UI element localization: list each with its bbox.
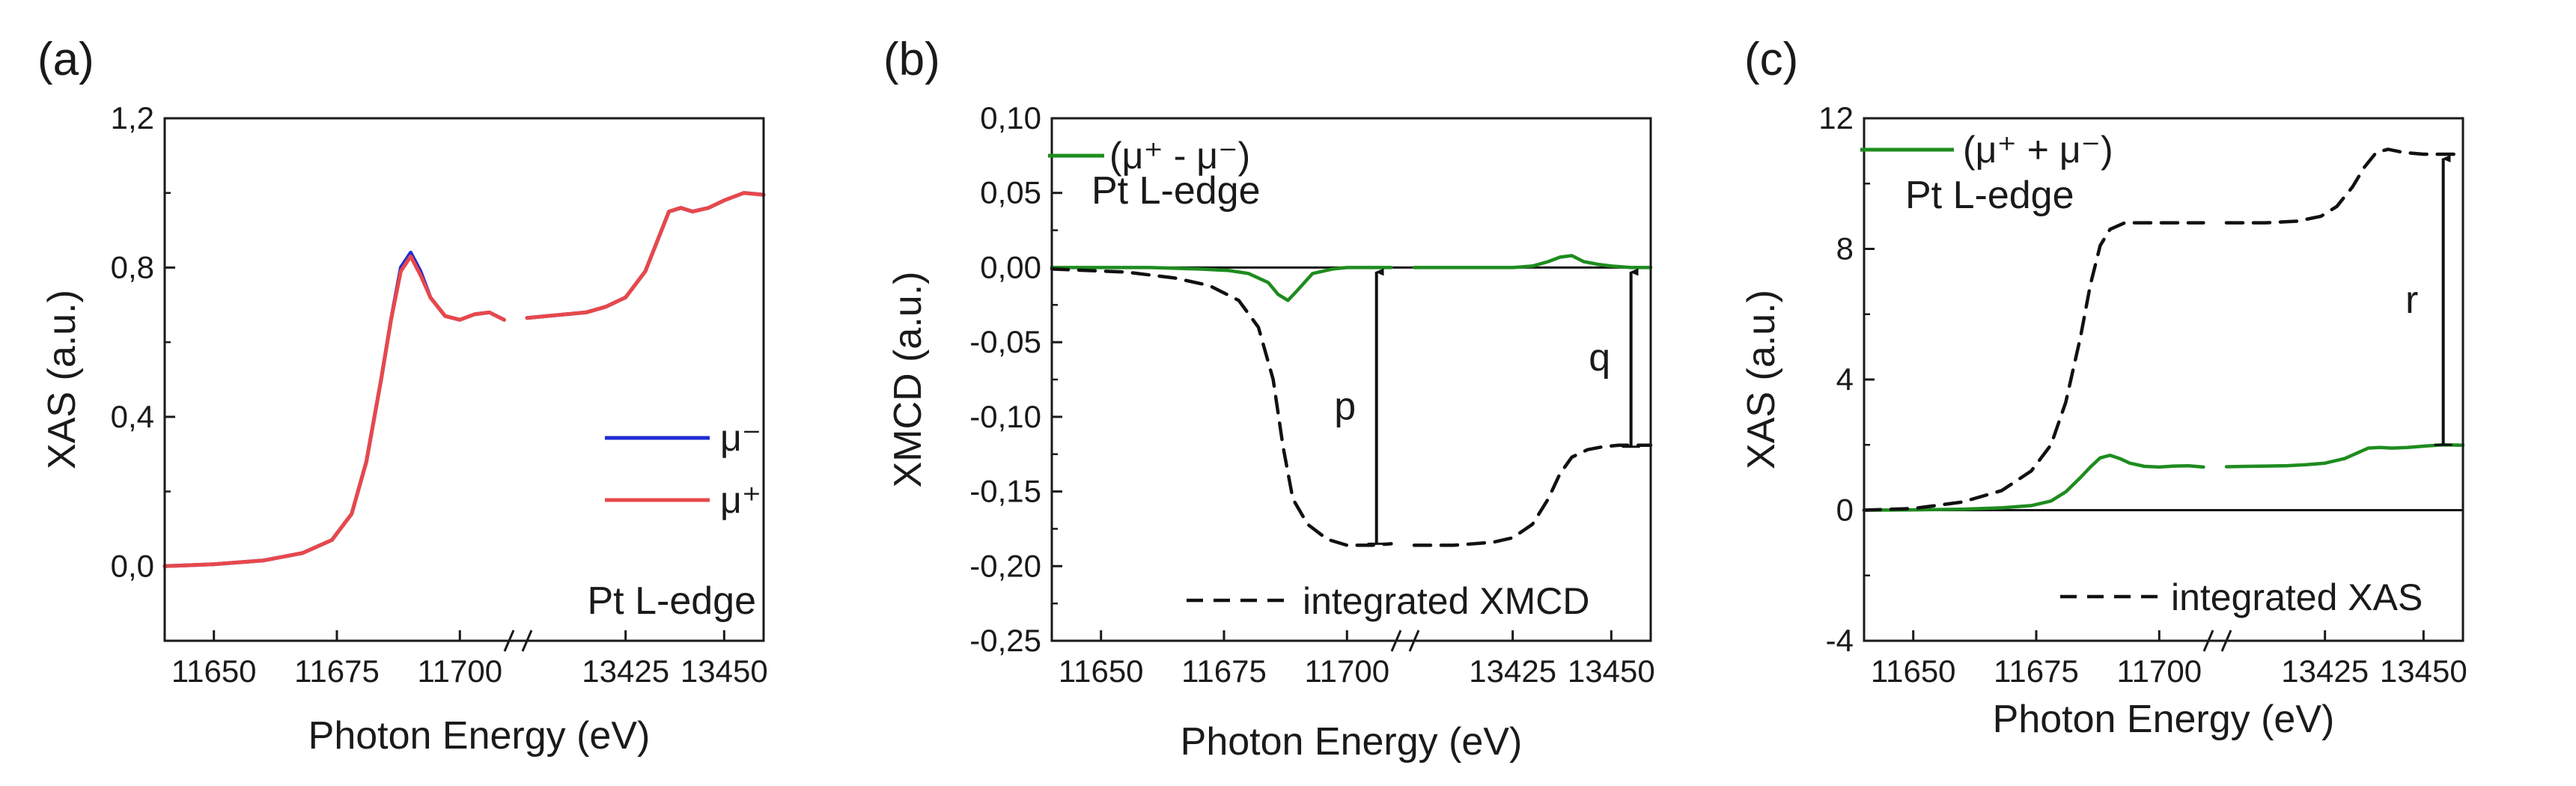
y-tick-label: -0,10	[969, 399, 1041, 434]
panel-a-x-axis-label: Photon Energy (eV)	[308, 714, 651, 758]
y-tick-label: 4	[1836, 362, 1854, 397]
x-tick-label: 11700	[2116, 654, 2202, 689]
panel-b-plot-area	[1050, 254, 1653, 547]
series-line-0-segment1	[1862, 453, 2205, 512]
x-tick-label: 11675	[1181, 654, 1267, 689]
panel-b-x-axis-label: Photon Energy (eV)	[1181, 720, 1523, 764]
panel-c-y-axis-label: XAS (a.u.)	[1740, 290, 1783, 469]
panel-a-frame	[163, 117, 765, 642]
legend-label-mu-minus: μ⁻	[720, 417, 761, 459]
series-line-1-segment1	[1862, 221, 2205, 512]
panel-b-y-axis-label: XMCD (a.u.)	[886, 272, 930, 488]
x-tick-label: 13425	[1469, 654, 1556, 689]
legend-label-integrated-xas: integrated XAS	[2171, 576, 2423, 618]
y-tick-label: 0,4	[111, 399, 154, 434]
series-line-1-segment2	[525, 191, 766, 320]
x-tick-label: 11700	[417, 654, 502, 689]
panel-c-annotation: Pt L-edge	[1905, 174, 2074, 217]
y-tick-label: 0,10	[980, 100, 1041, 135]
panel-c: (c) -4 0 4 8 12 11650 11675 11700 13425 13450 Ph…	[1740, 34, 2467, 741]
panel-c-y-ticks: -4 0 4 8 12	[1818, 100, 1875, 658]
series-line-1-segment1	[1050, 267, 1393, 547]
panel-c-x-ticks: 11650 11675 11700 13425 13450	[1871, 630, 2467, 689]
y-tick-label: -0,05	[969, 324, 1041, 359]
panel-b-frame	[1050, 117, 1652, 642]
panel-c-legend: (μ⁺ + μ⁻) integrated XAS	[1860, 129, 2423, 618]
y-tick-label: 0	[1836, 493, 1854, 528]
x-tick-label: 13450	[1568, 654, 1655, 689]
panel-a-legend: μ⁻ μ⁺	[605, 417, 761, 521]
y-tick-label: -0,25	[969, 623, 1041, 658]
x-tick-label: 11650	[1059, 654, 1144, 689]
legend-label-mu-plus: μ⁺	[720, 479, 761, 521]
arrow-label-q: q	[1589, 336, 1610, 380]
x-tick-label: 11675	[1994, 654, 2079, 689]
panel-b-legend: (μ⁺ - μ⁻) integrated XMCD	[1048, 135, 1590, 622]
y-tick-label: 0,00	[980, 249, 1041, 284]
y-tick-label: -0,15	[969, 474, 1041, 509]
y-tick-label: 12	[1818, 100, 1854, 135]
y-tick-label: 0,05	[980, 175, 1041, 210]
series-line-1-segment2	[1412, 443, 1653, 547]
panel-a-plot-area	[162, 191, 766, 568]
series-line-1-segment2	[2224, 147, 2465, 225]
series-line-0-segment2	[1412, 254, 1653, 269]
panel-a: (a) 0,0 0,4 0,8 1,2 11650 11675 11700 13425 134…	[37, 34, 768, 758]
panel-b: (b) -0,25 -0,20 -0,15 -0,10 -0,05 0,00 0,05 0,1…	[883, 34, 1655, 764]
x-tick-label: 11700	[1304, 654, 1389, 689]
panel-b-annotation: Pt L-edge	[1091, 169, 1261, 213]
x-tick-label: 11650	[171, 654, 257, 689]
x-tick-label: 11675	[294, 654, 380, 689]
panel-c-label: (c)	[1744, 34, 1798, 85]
x-tick-label: 13425	[582, 654, 669, 689]
y-tick-label: 1,2	[111, 100, 154, 135]
y-tick-label: 0,0	[111, 548, 154, 583]
panel-b-x-ticks: 11650 11675 11700 13425 13450	[1059, 630, 1655, 689]
series-line-0-segment2	[2224, 443, 2465, 469]
panel-a-y-axis-label: XAS (a.u.)	[40, 290, 84, 469]
legend-label-xas-sum: (μ⁺ + μ⁻)	[1963, 129, 2113, 171]
panel-a-label: (a)	[37, 34, 94, 85]
y-tick-label: 8	[1836, 231, 1854, 266]
legend-label-integrated-xmcd: integrated XMCD	[1303, 580, 1590, 622]
arrow-label-p: p	[1334, 385, 1356, 428]
panel-a-x-ticks: 11650 11675 11700 13425 13450	[171, 630, 768, 689]
x-tick-label: 11650	[1871, 654, 1956, 689]
series-line-0-segment1	[162, 251, 506, 568]
series-line-1-segment1	[162, 255, 506, 568]
panel-c-x-axis-label: Photon Energy (eV)	[1993, 698, 2335, 741]
x-tick-label: 13450	[680, 654, 768, 689]
legend-label-xmcd: (μ⁺ - μ⁻)	[1109, 135, 1250, 177]
panel-c-plot-area	[1862, 147, 2465, 512]
x-tick-label: 13425	[2281, 654, 2369, 689]
y-tick-label: -0,20	[969, 548, 1041, 583]
arrow-label-r: r	[2405, 278, 2418, 322]
panel-b-label: (b)	[883, 34, 940, 85]
y-tick-label: -4	[1826, 623, 1854, 658]
y-tick-label: 0,8	[111, 249, 154, 284]
series-line-0-segment2	[525, 191, 766, 320]
panel-c-frame	[1863, 117, 2464, 642]
series-line-0-segment1	[1050, 266, 1393, 302]
x-tick-label: 13450	[2380, 654, 2467, 689]
panel-b-y-ticks: -0,25 -0,20 -0,15 -0,10 -0,05 0,00 0,05 0,10	[969, 100, 1062, 658]
panel-a-annotation: Pt L-edge	[588, 579, 757, 623]
